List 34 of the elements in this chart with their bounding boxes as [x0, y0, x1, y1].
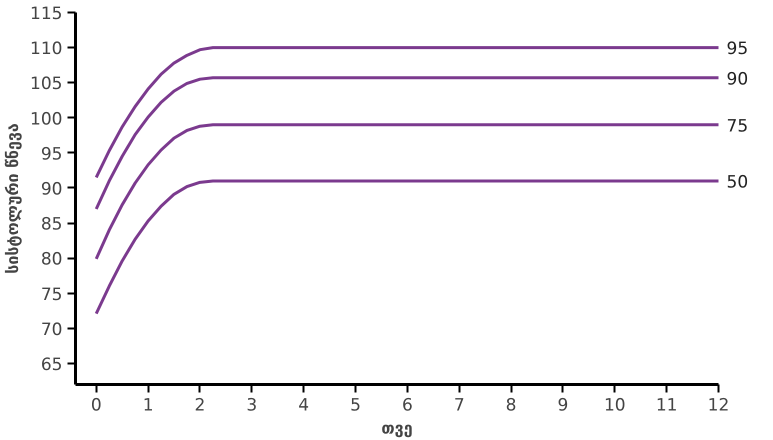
line-series: [94, 123, 718, 260]
x-tick-label: 4: [298, 396, 310, 416]
y-axis-title: სისტოლური წნევა: [3, 123, 22, 274]
series-label: 75: [726, 116, 748, 136]
x-tick-label: 9: [558, 396, 568, 416]
x-tick-label: 6: [402, 396, 413, 416]
x-tick-label: 12: [708, 396, 730, 416]
y-tick-label: 90: [40, 179, 63, 200]
line-series: [94, 179, 718, 316]
y-tick-label: 70: [40, 320, 63, 340]
series-label: 90: [726, 69, 748, 90]
series-label: 50: [726, 172, 748, 192]
y-tick-label: 100: [30, 109, 63, 130]
x-tick-label: 1: [142, 396, 154, 416]
x-tick-label: 2: [194, 396, 206, 416]
y-tick-label: 75: [40, 284, 63, 305]
y-tick-label: 80: [40, 250, 63, 270]
line-series: [94, 46, 718, 179]
y-tick-label: 65: [40, 354, 63, 375]
x-tick-label: 5: [350, 396, 361, 416]
x-tick-label: 3: [246, 396, 258, 416]
x-tick-label: 0: [90, 396, 102, 416]
line-series: [94, 76, 718, 211]
x-tick-label: 8: [506, 396, 516, 416]
x-tick-label: 7: [454, 396, 465, 416]
x-tick-label: 11: [656, 396, 678, 416]
y-tick-label: 95: [40, 144, 63, 164]
y-tick-label: 105: [30, 74, 63, 94]
y-tick-label: 110: [30, 39, 63, 60]
y-tick-label: 85: [40, 214, 63, 235]
x-tick-label: 10: [604, 396, 626, 416]
y-tick-label: 115: [30, 4, 63, 24]
series-label: 95: [726, 39, 748, 60]
x-axis-title: თვე: [381, 418, 413, 438]
